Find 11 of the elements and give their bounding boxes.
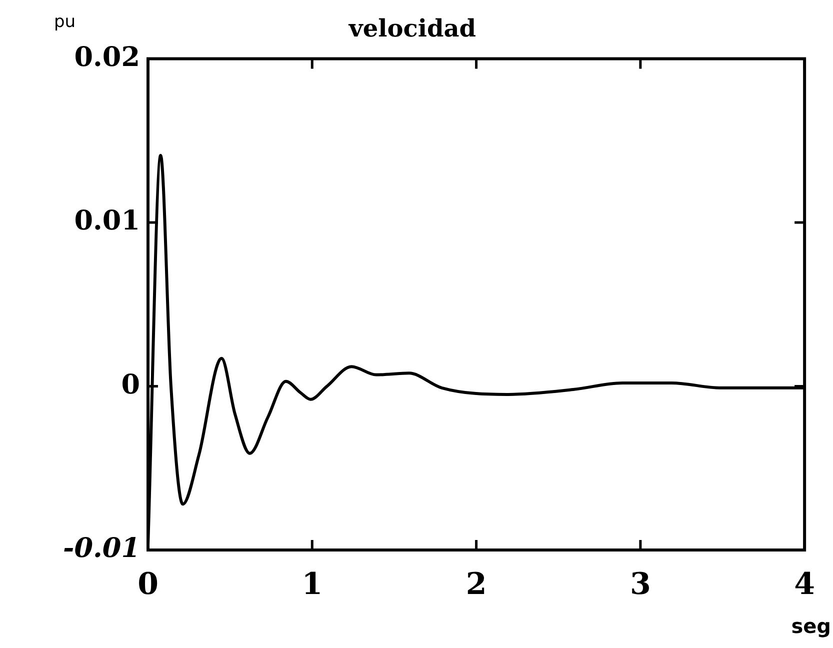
- chart-title: velocidad: [348, 14, 476, 43]
- x-tick-label: 1: [302, 566, 323, 602]
- y-axis-title: pu: [54, 12, 76, 32]
- y-tick-label: 0.02: [74, 42, 140, 73]
- x-tick-label: 2: [466, 566, 487, 602]
- x-axis-title: seg: [791, 614, 831, 638]
- y-tick-label: -0.01: [63, 533, 140, 564]
- y-tick-label: 0.01: [74, 206, 140, 237]
- y-tick-label: 0: [121, 369, 140, 400]
- x-tick-label: 4: [794, 566, 815, 602]
- x-tick-label: 3: [630, 566, 651, 602]
